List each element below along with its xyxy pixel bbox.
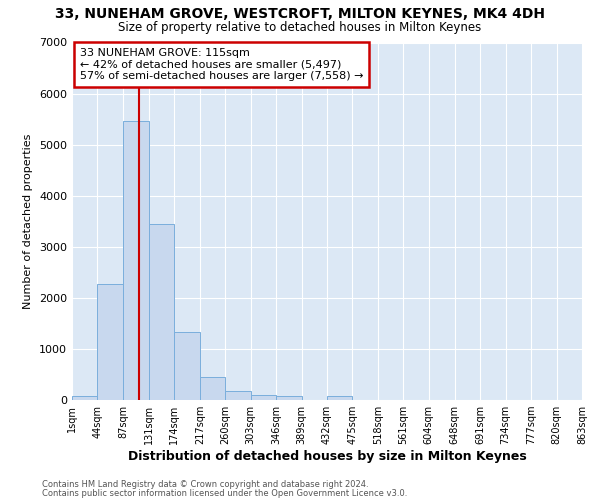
Bar [276, 396, 302, 400]
Bar [200, 377, 225, 400]
Text: Size of property relative to detached houses in Milton Keynes: Size of property relative to detached ho… [118, 21, 482, 34]
Bar [327, 396, 352, 400]
Text: Contains public sector information licensed under the Open Government Licence v3: Contains public sector information licen… [42, 488, 407, 498]
Bar [225, 392, 251, 400]
Text: 33 NUNEHAM GROVE: 115sqm
← 42% of detached houses are smaller (5,497)
57% of sem: 33 NUNEHAM GROVE: 115sqm ← 42% of detach… [80, 48, 363, 81]
Bar [97, 284, 123, 400]
Text: 33, NUNEHAM GROVE, WESTCROFT, MILTON KEYNES, MK4 4DH: 33, NUNEHAM GROVE, WESTCROFT, MILTON KEY… [55, 8, 545, 22]
Bar [123, 120, 149, 400]
Bar [175, 332, 200, 400]
Bar [251, 395, 276, 400]
Bar [149, 224, 175, 400]
Text: Contains HM Land Registry data © Crown copyright and database right 2024.: Contains HM Land Registry data © Crown c… [42, 480, 368, 489]
X-axis label: Distribution of detached houses by size in Milton Keynes: Distribution of detached houses by size … [128, 450, 526, 463]
Bar [72, 396, 97, 400]
Y-axis label: Number of detached properties: Number of detached properties [23, 134, 34, 309]
